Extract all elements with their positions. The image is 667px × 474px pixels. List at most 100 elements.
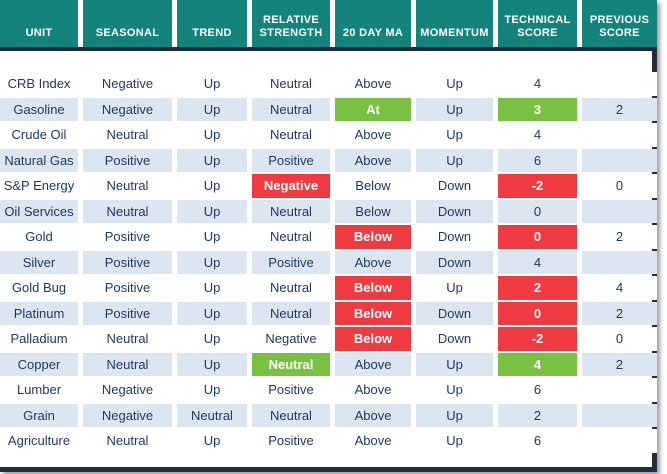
cell-seasonal: Negative	[83, 72, 172, 96]
table-row: Natural Gas Positive Up Positive Above Up 6	[0, 148, 657, 172]
cell-trend: Up	[177, 174, 247, 198]
cell-previous-score	[582, 403, 657, 427]
cell-momentum: Down	[416, 327, 493, 351]
table-body: CRB Index Negative Up Neutral Above Up 4 Gasoli…	[0, 72, 657, 453]
cell-ma-20day: Below	[335, 301, 411, 325]
table-row: CRB Index Negative Up Neutral Above Up 4	[0, 72, 657, 96]
cell-momentum: Up	[416, 123, 493, 147]
cell-technical-score: 0	[498, 225, 577, 249]
cell-seasonal: Positive	[83, 148, 172, 172]
cell-ma-20day: Above	[335, 250, 411, 274]
cell-technical-score: 6	[498, 148, 577, 172]
cell-seasonal: Positive	[83, 276, 172, 300]
table-row: Grain Negative Neutral Neutral Above Up 2	[0, 403, 657, 427]
cell-ma-20day: Above	[335, 72, 411, 96]
cell-trend: Up	[177, 429, 247, 453]
cell-ma-20day: Below	[335, 199, 411, 223]
table-row: S&P Energy Neutral Up Negative Below Down -2 0	[0, 174, 657, 198]
table-row: Oil Services Neutral Up Neutral Below Down 0	[0, 199, 657, 223]
cell-ma-20day: Above	[335, 429, 411, 453]
cell-relative-strength: Neutral	[252, 123, 330, 147]
cell-trend: Up	[177, 301, 247, 325]
cell-seasonal: Negative	[83, 403, 172, 427]
cell-momentum: Down	[416, 225, 493, 249]
cell-unit: Platinum	[0, 301, 78, 325]
cell-relative-strength: Neutral	[252, 352, 330, 376]
cell-previous-score: 0	[582, 174, 657, 198]
cell-relative-strength: Negative	[252, 327, 330, 351]
cell-trend: Up	[177, 72, 247, 96]
cell-relative-strength: Positive	[252, 378, 330, 402]
cell-technical-score: 4	[498, 72, 577, 96]
cell-unit: Natural Gas	[0, 148, 78, 172]
table-header: UNIT SEASONAL TREND RELATIVE STRENGTH 20…	[0, 0, 657, 51]
cell-previous-score	[582, 72, 657, 96]
table-row: Platinum Positive Up Neutral Below Down 0 2	[0, 301, 657, 325]
cell-previous-score: 2	[582, 301, 657, 325]
cell-trend: Neutral	[177, 403, 247, 427]
cell-unit: Copper	[0, 352, 78, 376]
cell-relative-strength: Neutral	[252, 97, 330, 121]
column-header-seasonal: SEASONAL	[83, 0, 172, 47]
cell-previous-score: 4	[582, 276, 657, 300]
cell-seasonal: Neutral	[83, 327, 172, 351]
cell-relative-strength: Positive	[252, 148, 330, 172]
cell-momentum: Up	[416, 378, 493, 402]
cell-technical-score: 3	[498, 97, 577, 121]
cell-ma-20day: Below	[335, 327, 411, 351]
cell-previous-score: 0	[582, 327, 657, 351]
cell-momentum: Up	[416, 352, 493, 376]
cell-seasonal: Neutral	[83, 123, 172, 147]
cell-ma-20day: Below	[335, 225, 411, 249]
cell-momentum: Down	[416, 301, 493, 325]
cell-seasonal: Neutral	[83, 199, 172, 223]
cell-seasonal: Positive	[83, 225, 172, 249]
cell-unit: Agriculture	[0, 429, 78, 453]
cell-previous-score	[582, 148, 657, 172]
column-header-unit: UNIT	[0, 0, 78, 47]
table-row: Crude Oil Neutral Up Neutral Above Up 4	[0, 123, 657, 147]
cell-unit: Oil Services	[0, 199, 78, 223]
cell-momentum: Up	[416, 97, 493, 121]
cell-trend: Up	[177, 276, 247, 300]
cell-momentum: Up	[416, 72, 493, 96]
column-header-technical-score: TECHNICAL SCORE	[498, 0, 577, 47]
cell-ma-20day: Above	[335, 378, 411, 402]
cell-technical-score: 4	[498, 352, 577, 376]
cell-trend: Up	[177, 352, 247, 376]
cell-momentum: Up	[416, 148, 493, 172]
table-row: Agriculture Neutral Up Positive Above Up 6	[0, 429, 657, 453]
cell-previous-score	[582, 199, 657, 223]
cell-trend: Up	[177, 148, 247, 172]
cell-technical-score: 0	[498, 199, 577, 223]
cell-relative-strength: Neutral	[252, 403, 330, 427]
table-row: Palladium Neutral Up Negative Below Down -2 0	[0, 327, 657, 351]
cell-unit: Crude Oil	[0, 123, 78, 147]
table-row: Copper Neutral Up Neutral Above Up 4 2	[0, 352, 657, 376]
cell-previous-score: 2	[582, 352, 657, 376]
cell-trend: Up	[177, 327, 247, 351]
cell-unit: Palladium	[0, 327, 78, 351]
table-row: Silver Positive Up Positive Above Down 4	[0, 250, 657, 274]
column-header-trend: TREND	[177, 0, 247, 47]
cell-previous-score: 2	[582, 225, 657, 249]
cell-unit: Gold Bug	[0, 276, 78, 300]
cell-technical-score: 2	[498, 403, 577, 427]
column-header-momentum: MOMENTUM	[416, 0, 493, 47]
cell-momentum: Up	[416, 403, 493, 427]
table-row: Lumber Negative Up Positive Above Up 6	[0, 378, 657, 402]
cell-seasonal: Neutral	[83, 429, 172, 453]
cell-ma-20day: Above	[335, 352, 411, 376]
cell-trend: Up	[177, 225, 247, 249]
table-row: Gasoline Negative Up Neutral At Up 3 2	[0, 97, 657, 121]
cell-relative-strength: Neutral	[252, 225, 330, 249]
cell-technical-score: 6	[498, 378, 577, 402]
column-header-relative-strength: RELATIVE STRENGTH	[252, 0, 330, 47]
cell-unit: Grain	[0, 403, 78, 427]
cell-technical-score: -2	[498, 327, 577, 351]
cell-unit: Silver	[0, 250, 78, 274]
cell-relative-strength: Neutral	[252, 199, 330, 223]
cell-momentum: Up	[416, 276, 493, 300]
header-spacer-row	[0, 51, 652, 72]
cell-trend: Up	[177, 123, 247, 147]
